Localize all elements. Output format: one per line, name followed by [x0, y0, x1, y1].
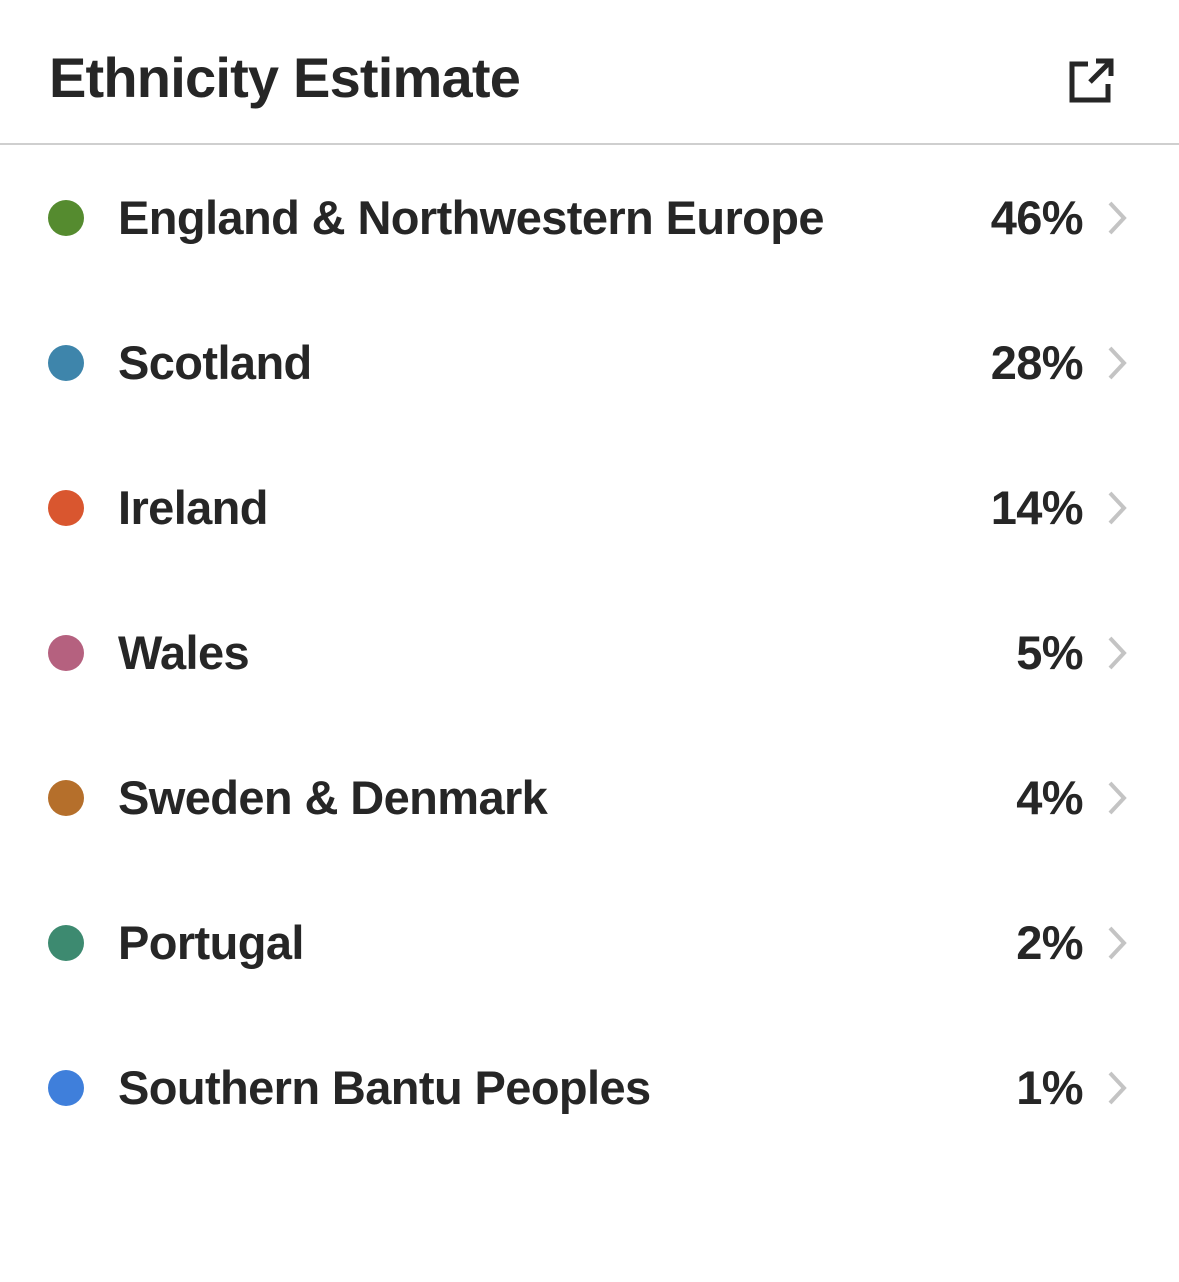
region-percent: 2% — [1016, 916, 1083, 969]
chevron-right-icon — [1104, 200, 1130, 236]
region-percent: 4% — [1016, 771, 1083, 824]
region-row[interactable]: Southern Bantu Peoples 1% — [0, 1015, 1179, 1160]
chevron-right-icon — [1104, 925, 1130, 961]
region-name: Ireland — [118, 481, 269, 534]
region-row[interactable]: Scotland 28% — [0, 290, 1179, 435]
external-link-icon[interactable] — [1066, 56, 1116, 106]
region-color-dot — [48, 200, 84, 236]
card-header: Ethnicity Estimate — [0, 0, 1179, 145]
region-percent: 14% — [990, 481, 1084, 534]
region-color-dot — [48, 925, 84, 961]
region-color-dot — [48, 635, 84, 671]
region-color-dot — [48, 780, 84, 816]
region-name: Scotland — [118, 336, 312, 389]
chevron-right-icon — [1104, 1070, 1130, 1106]
chevron-right-icon — [1104, 780, 1130, 816]
region-name: England & Northwestern Europe — [118, 191, 825, 244]
region-row[interactable]: Sweden & Denmark 4% — [0, 725, 1179, 870]
region-name: Sweden & Denmark — [118, 771, 548, 824]
card-title: Ethnicity Estimate — [49, 46, 521, 109]
region-color-dot — [48, 490, 84, 526]
chevron-right-icon — [1104, 490, 1130, 526]
chevron-right-icon — [1104, 635, 1130, 671]
region-row[interactable]: England & Northwestern Europe 46% — [0, 145, 1179, 290]
region-color-dot — [48, 345, 84, 381]
region-name: Southern Bantu Peoples — [118, 1061, 651, 1114]
region-color-dot — [48, 1070, 84, 1106]
region-name: Portugal — [118, 916, 304, 969]
region-percent: 5% — [1016, 626, 1083, 679]
region-row[interactable]: Ireland 14% — [0, 435, 1179, 580]
region-percent: 46% — [990, 191, 1084, 244]
region-percent: 28% — [990, 336, 1084, 389]
region-percent: 1% — [1016, 1061, 1083, 1114]
region-name: Wales — [118, 626, 250, 679]
region-row[interactable]: Wales 5% — [0, 580, 1179, 725]
region-row[interactable]: Portugal 2% — [0, 870, 1179, 1015]
chevron-right-icon — [1104, 345, 1130, 381]
